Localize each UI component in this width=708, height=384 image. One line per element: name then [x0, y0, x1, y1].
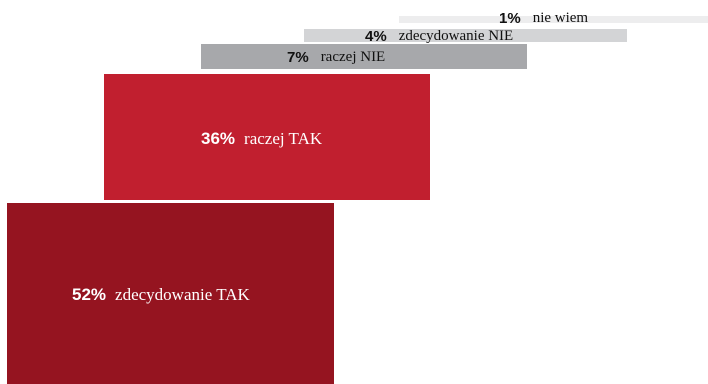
category-label: raczej NIE: [320, 48, 386, 65]
category-label: zdecydowanie TAK: [115, 284, 250, 304]
category-label: nie wiem: [532, 9, 589, 26]
label-zdecydowanie-nie: 4% zdecydowanie NIE: [365, 27, 514, 45]
bar-nie-wiem: [399, 16, 708, 23]
label-raczej-tak: 36% raczej TAK: [201, 130, 322, 147]
value-label: 4%: [365, 27, 387, 45]
bar-raczej-nie: [201, 44, 527, 69]
value-label: 7%: [287, 48, 309, 66]
value-label: 36%: [201, 128, 236, 148]
label-nie-wiem: 1% nie wiem: [499, 9, 589, 27]
label-raczej-nie: 7% raczej NIE: [287, 48, 386, 66]
bar-raczej-tak: [104, 74, 430, 200]
category-label: raczej TAK: [244, 128, 323, 148]
bar-zdecydowanie-nie: [304, 29, 627, 42]
label-zdecydowanie-tak: 52% zdecydowanie TAK: [72, 286, 250, 303]
category-label: zdecydowanie NIE: [398, 27, 514, 44]
value-label: 1%: [499, 9, 521, 27]
value-label: 52%: [72, 284, 107, 304]
bar-zdecydowanie-tak: [7, 203, 334, 384]
